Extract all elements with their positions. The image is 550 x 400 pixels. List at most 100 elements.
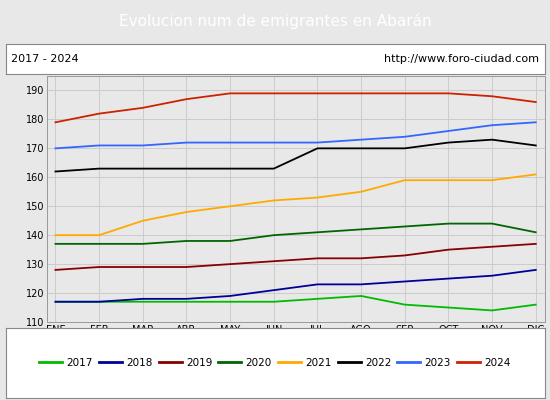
2017 <box>532 302 539 307</box>
2022 <box>96 166 102 171</box>
2024 <box>227 91 233 96</box>
2017 <box>445 305 452 310</box>
2023 <box>314 140 321 145</box>
2017 <box>140 299 146 304</box>
2017 <box>402 302 408 307</box>
2020 <box>445 221 452 226</box>
2022 <box>532 143 539 148</box>
2022 <box>314 146 321 151</box>
2022 <box>52 169 59 174</box>
2024 <box>358 91 365 96</box>
2024 <box>183 97 190 102</box>
2019 <box>271 259 277 264</box>
2021 <box>52 233 59 238</box>
Line: 2021: 2021 <box>56 174 536 235</box>
2020 <box>183 238 190 243</box>
2022 <box>402 146 408 151</box>
2018 <box>271 288 277 292</box>
2021 <box>358 189 365 194</box>
2024 <box>52 120 59 125</box>
2024 <box>402 91 408 96</box>
2019 <box>489 244 496 249</box>
2022 <box>227 166 233 171</box>
2021 <box>532 172 539 177</box>
2020 <box>96 242 102 246</box>
2020 <box>140 242 146 246</box>
2020 <box>402 224 408 229</box>
2018 <box>140 296 146 301</box>
2024 <box>314 91 321 96</box>
2021 <box>227 204 233 209</box>
2023 <box>532 120 539 125</box>
2019 <box>140 265 146 270</box>
2019 <box>358 256 365 261</box>
2024 <box>140 106 146 110</box>
2019 <box>402 253 408 258</box>
2020 <box>52 242 59 246</box>
2023 <box>445 128 452 133</box>
2017 <box>96 299 102 304</box>
Line: 2023: 2023 <box>56 122 536 148</box>
2019 <box>96 265 102 270</box>
Text: 2017 - 2024: 2017 - 2024 <box>11 54 79 64</box>
2024 <box>96 111 102 116</box>
2018 <box>402 279 408 284</box>
2020 <box>532 230 539 235</box>
2022 <box>140 166 146 171</box>
2023 <box>358 137 365 142</box>
2020 <box>271 233 277 238</box>
2019 <box>52 268 59 272</box>
2019 <box>314 256 321 261</box>
2024 <box>489 94 496 99</box>
2018 <box>183 296 190 301</box>
2020 <box>358 227 365 232</box>
Line: 2017: 2017 <box>56 296 536 310</box>
2023 <box>227 140 233 145</box>
2023 <box>402 134 408 139</box>
2021 <box>489 178 496 182</box>
2023 <box>96 143 102 148</box>
2023 <box>271 140 277 145</box>
2018 <box>445 276 452 281</box>
2023 <box>140 143 146 148</box>
2023 <box>183 140 190 145</box>
2022 <box>445 140 452 145</box>
2017 <box>183 299 190 304</box>
2021 <box>314 195 321 200</box>
2018 <box>227 294 233 298</box>
2022 <box>489 137 496 142</box>
2017 <box>314 296 321 301</box>
Legend: 2017, 2018, 2019, 2020, 2021, 2022, 2023, 2024: 2017, 2018, 2019, 2020, 2021, 2022, 2023… <box>35 354 515 372</box>
2019 <box>183 265 190 270</box>
2021 <box>96 233 102 238</box>
2018 <box>532 268 539 272</box>
2017 <box>358 294 365 298</box>
Line: 2020: 2020 <box>56 224 536 244</box>
2018 <box>489 273 496 278</box>
2017 <box>227 299 233 304</box>
2017 <box>489 308 496 313</box>
2022 <box>358 146 365 151</box>
2017 <box>52 299 59 304</box>
2019 <box>227 262 233 266</box>
Line: 2018: 2018 <box>56 270 536 302</box>
Text: http://www.foro-ciudad.com: http://www.foro-ciudad.com <box>384 54 539 64</box>
2017 <box>271 299 277 304</box>
2021 <box>445 178 452 182</box>
2019 <box>445 247 452 252</box>
Line: 2022: 2022 <box>56 140 536 172</box>
2023 <box>52 146 59 151</box>
2021 <box>183 210 190 214</box>
2023 <box>489 123 496 128</box>
2021 <box>271 198 277 203</box>
2020 <box>489 221 496 226</box>
2024 <box>445 91 452 96</box>
2022 <box>271 166 277 171</box>
Text: Evolucion num de emigrantes en Abarán: Evolucion num de emigrantes en Abarán <box>119 13 431 29</box>
2024 <box>532 100 539 104</box>
2024 <box>271 91 277 96</box>
2018 <box>52 299 59 304</box>
2018 <box>358 282 365 287</box>
2018 <box>314 282 321 287</box>
2020 <box>314 230 321 235</box>
